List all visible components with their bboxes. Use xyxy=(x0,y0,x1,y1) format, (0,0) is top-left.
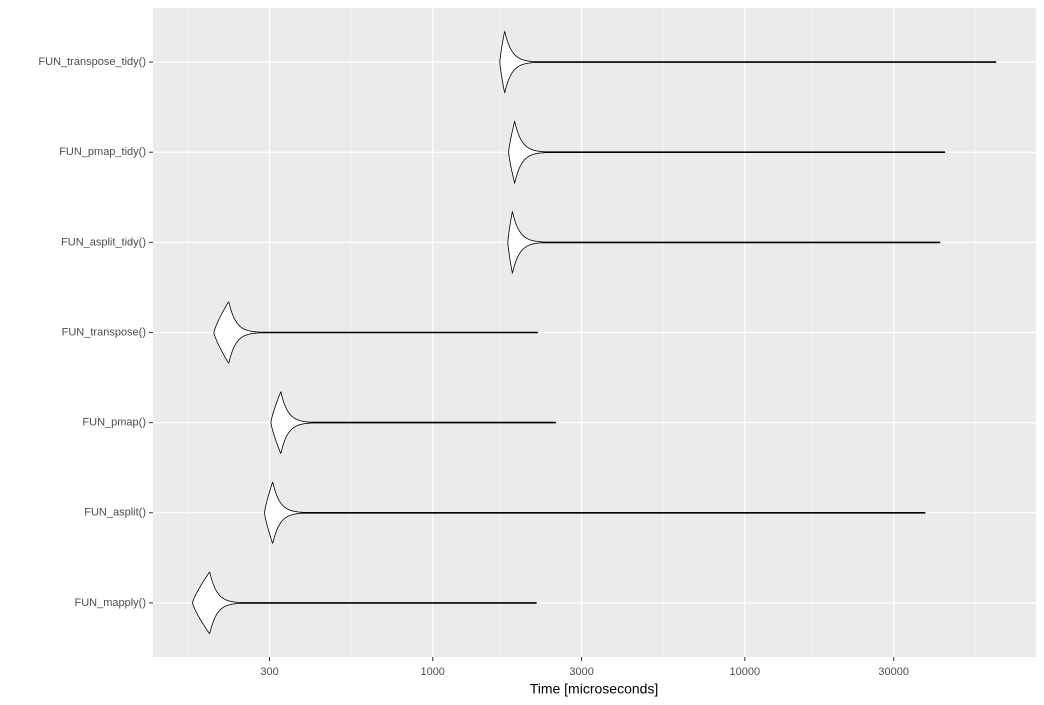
violin xyxy=(507,210,941,275)
y-tick-label: FUN_mapply() xyxy=(74,597,146,609)
x-tick-label: 3000 xyxy=(569,666,593,678)
x-tick-label: 10000 xyxy=(730,666,761,678)
violin xyxy=(192,571,538,635)
x-tick-label: 1000 xyxy=(420,666,444,678)
violin xyxy=(213,301,539,364)
y-tick-label: FUN_pmap() xyxy=(82,417,146,429)
y-tick-label: FUN_asplit() xyxy=(84,507,146,519)
violin xyxy=(508,120,946,185)
y-tick-label: FUN_transpose() xyxy=(62,326,146,338)
y-tick-label: FUN_asplit_tidy() xyxy=(61,236,146,248)
violin xyxy=(270,391,557,455)
x-axis-label: Time [microseconds] xyxy=(530,681,659,697)
y-tick-label: FUN_transpose_tidy() xyxy=(38,56,146,68)
x-tick-label: 30000 xyxy=(878,666,909,678)
y-tick-label: FUN_pmap_tidy() xyxy=(59,146,146,158)
violin xyxy=(499,30,997,94)
violin xyxy=(264,481,926,545)
x-tick-label: 300 xyxy=(260,666,278,678)
